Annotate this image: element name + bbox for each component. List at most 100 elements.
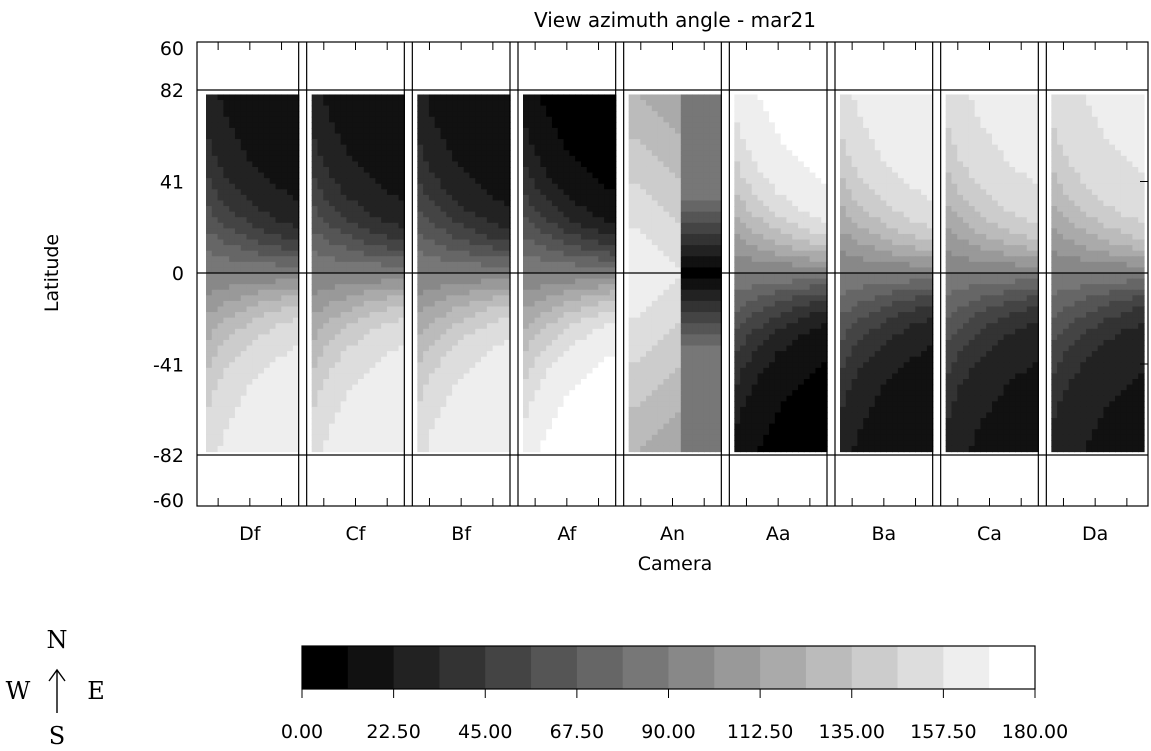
heatmap-cell <box>463 273 471 280</box>
heatmap-cell <box>698 183 705 190</box>
heatmap-cell <box>392 178 400 185</box>
heatmap-cell <box>692 284 699 291</box>
heatmap-cell <box>703 323 711 330</box>
heatmap-cell <box>657 150 665 157</box>
heatmap-cell <box>528 100 536 107</box>
heatmap-cell <box>452 256 459 263</box>
heatmap-cell <box>369 261 376 269</box>
heatmap-cell <box>269 161 277 168</box>
heatmap-cell <box>334 228 342 235</box>
heatmap-cell <box>398 328 405 335</box>
heatmap-cell <box>557 178 565 185</box>
heatmap-cell <box>363 233 371 241</box>
heatmap-cell <box>263 267 271 274</box>
heatmap-cell <box>680 178 688 185</box>
heatmap-cell <box>698 351 705 358</box>
heatmap-cell <box>375 127 382 135</box>
heatmap-cell <box>440 189 447 196</box>
heatmap-cell <box>386 278 394 285</box>
heatmap-cell <box>369 211 376 218</box>
heatmap-cell <box>569 94 576 101</box>
heatmap-cell <box>651 356 659 363</box>
heatmap-cell <box>640 228 647 235</box>
heatmap-cell <box>292 111 300 118</box>
heatmap-cell <box>392 306 400 313</box>
heatmap-cell <box>551 127 559 135</box>
heatmap-cell <box>269 418 277 425</box>
heatmap-cell <box>363 211 371 218</box>
heatmap-cell <box>275 406 282 414</box>
heatmap-cell <box>240 239 248 246</box>
heatmap-cell <box>375 150 382 157</box>
heatmap-cell <box>434 278 442 285</box>
heatmap-cell <box>523 228 530 235</box>
heatmap-cell <box>246 178 253 185</box>
heatmap-cell <box>651 222 659 229</box>
heatmap-cell <box>657 390 665 397</box>
heatmap-cell <box>240 200 248 207</box>
heatmap-cell <box>417 345 424 352</box>
heatmap-cell <box>446 94 453 101</box>
heatmap-cell <box>563 312 570 319</box>
heatmap-cell <box>680 284 688 291</box>
heatmap-cell <box>523 94 530 101</box>
heatmap-cell <box>417 139 424 146</box>
heatmap-cell <box>475 367 482 375</box>
heatmap-cell <box>498 245 505 252</box>
heatmap-cell <box>609 94 617 101</box>
heatmap-cell <box>263 289 271 296</box>
heatmap-cell <box>275 328 282 335</box>
heatmap-cell <box>440 312 447 319</box>
heatmap-cell <box>428 317 436 324</box>
heatmap-cell <box>292 122 300 129</box>
heatmap-cell <box>417 161 424 168</box>
heatmap-cell <box>575 423 582 430</box>
heatmap-cell <box>352 155 359 163</box>
heatmap-cell <box>604 122 611 129</box>
heatmap-cell <box>317 233 324 241</box>
heatmap-cell <box>423 211 430 218</box>
heatmap-cell <box>211 206 219 213</box>
heatmap-cell <box>709 133 717 140</box>
heatmap-cell <box>323 328 330 335</box>
heatmap-cell <box>557 406 565 414</box>
heatmap-cell <box>446 390 453 397</box>
heatmap-cell <box>229 133 236 140</box>
heatmap-cell <box>563 412 570 419</box>
heatmap-cell <box>604 328 611 335</box>
heatmap-cell <box>352 139 359 146</box>
heatmap-cell <box>311 256 319 263</box>
heatmap-cell <box>463 133 471 140</box>
heatmap-cell <box>329 161 336 168</box>
heatmap-cell <box>457 284 465 291</box>
heatmap-cell <box>258 434 265 441</box>
heatmap-cell <box>334 295 342 302</box>
heatmap-cell <box>386 267 394 274</box>
heatmap-cell <box>275 206 282 213</box>
heatmap-cell <box>551 94 559 101</box>
heatmap-cell <box>281 105 288 112</box>
heatmap-cell <box>423 362 430 369</box>
heatmap-cell <box>381 267 388 274</box>
heatmap-cell <box>604 367 611 375</box>
heatmap-cell <box>669 351 676 358</box>
heatmap-cell <box>692 323 699 330</box>
heatmap-cell <box>692 401 699 408</box>
heatmap-cell <box>663 122 670 129</box>
heatmap-cell <box>340 155 348 163</box>
heatmap-cell <box>546 239 553 246</box>
heatmap-cell <box>417 105 424 112</box>
heatmap-cell <box>698 256 705 263</box>
heatmap-cell <box>657 295 665 302</box>
heatmap-cell <box>540 261 547 269</box>
heatmap-cell <box>628 345 636 352</box>
heatmap-cell <box>340 116 348 123</box>
heatmap-cell <box>592 100 599 107</box>
heatmap-cell <box>206 256 213 263</box>
heatmap-cell <box>223 217 230 224</box>
heatmap-cell <box>628 233 636 241</box>
heatmap-cell <box>475 222 482 229</box>
heatmap-cell <box>252 328 259 335</box>
heatmap-cell <box>340 367 348 375</box>
heatmap-cell <box>646 306 653 313</box>
